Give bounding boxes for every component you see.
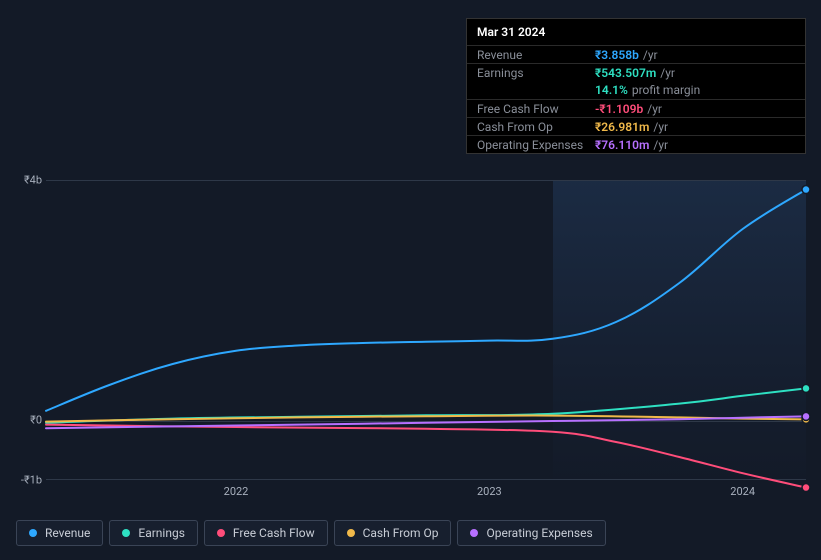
- tooltip-rows: Revenue₹3.858b/yrEarnings₹543.507m/yr14.…: [467, 45, 805, 153]
- tooltip-row: Operating Expenses₹76.110m/yr: [467, 135, 805, 153]
- legend-label: Earnings: [138, 526, 185, 540]
- tooltip-row-value: ₹26.981m: [595, 120, 649, 134]
- legend-item-revenue[interactable]: Revenue: [16, 520, 103, 546]
- series-end-dot-revenue: [802, 186, 810, 194]
- legend-label: Revenue: [45, 526, 90, 540]
- tooltip-row-label: Cash From Op: [477, 120, 595, 134]
- y-axis-labels: ₹4b₹0-₹1b: [16, 180, 44, 480]
- tooltip-row-suffix: /yr: [653, 120, 668, 134]
- tooltip-row-value: ₹76.110m: [595, 138, 649, 152]
- series-end-dot-earnings: [802, 384, 810, 392]
- x-axis-tick-label: 2022: [224, 485, 249, 498]
- legend-dot-icon: [29, 529, 37, 537]
- tooltip-row: Free Cash Flow-₹1.109b/yr: [467, 99, 805, 117]
- y-axis-tick-label: ₹4b: [24, 174, 42, 187]
- chart-area: ₹4b₹0-₹1b 202220232024: [16, 160, 806, 500]
- series-line-revenue: [46, 190, 806, 411]
- tooltip-row-value: ₹3.858b: [595, 48, 639, 62]
- tooltip-row-label: Revenue: [477, 48, 595, 62]
- tooltip-row-value: -₹1.109b: [595, 102, 643, 116]
- legend-label: Free Cash Flow: [233, 526, 315, 540]
- tooltip-row: Revenue₹3.858b/yr: [467, 45, 805, 63]
- legend: Revenue Earnings Free Cash Flow Cash From O…: [16, 520, 606, 546]
- legend-dot-icon: [217, 529, 225, 537]
- tooltip-row: Earnings₹543.507m/yr: [467, 63, 805, 81]
- tooltip-row-label: Free Cash Flow: [477, 102, 595, 116]
- tooltip-row-suffix: /yr: [653, 138, 668, 152]
- x-axis-tick-label: 2024: [730, 485, 755, 498]
- tooltip-row-suffix: /yr: [643, 48, 658, 62]
- legend-item-earnings[interactable]: Earnings: [109, 520, 198, 546]
- series-end-dot-opex: [802, 412, 810, 420]
- tooltip-row-suffix: /yr: [660, 66, 675, 80]
- series-line-fcf: [46, 425, 806, 488]
- tooltip-row: 14.1% profit margin: [467, 81, 805, 99]
- tooltip-row-label: Operating Expenses: [477, 138, 595, 152]
- legend-label: Operating Expenses: [486, 526, 592, 540]
- tooltip-row: Cash From Op₹26.981m/yr: [467, 117, 805, 135]
- plot-area: [46, 180, 806, 480]
- chart-lines: [46, 181, 806, 479]
- tooltip-row-value: ₹543.507m: [595, 66, 656, 80]
- tooltip-row-value: 14.1%: [595, 83, 628, 97]
- tooltip-row-suffix: profit margin: [632, 83, 700, 97]
- tooltip-row-suffix: /yr: [647, 102, 662, 116]
- legend-dot-icon: [470, 529, 478, 537]
- tooltip-box: Mar 31 2024 Revenue₹3.858b/yrEarnings₹54…: [466, 18, 806, 154]
- legend-item-cfo[interactable]: Cash From Op: [334, 520, 452, 546]
- x-axis-tick-label: 2023: [477, 485, 502, 498]
- tooltip-row-label: Earnings: [477, 66, 595, 80]
- x-axis-labels: 2022 2023 2024: [46, 485, 806, 505]
- legend-dot-icon: [347, 529, 355, 537]
- legend-item-opex[interactable]: Operating Expenses: [457, 520, 605, 546]
- tooltip-date: Mar 31 2024: [467, 19, 805, 45]
- legend-dot-icon: [122, 529, 130, 537]
- y-axis-tick-label: -₹1b: [21, 474, 42, 487]
- legend-label: Cash From Op: [363, 526, 439, 540]
- legend-item-fcf[interactable]: Free Cash Flow: [204, 520, 328, 546]
- y-axis-tick-label: ₹0: [30, 414, 42, 427]
